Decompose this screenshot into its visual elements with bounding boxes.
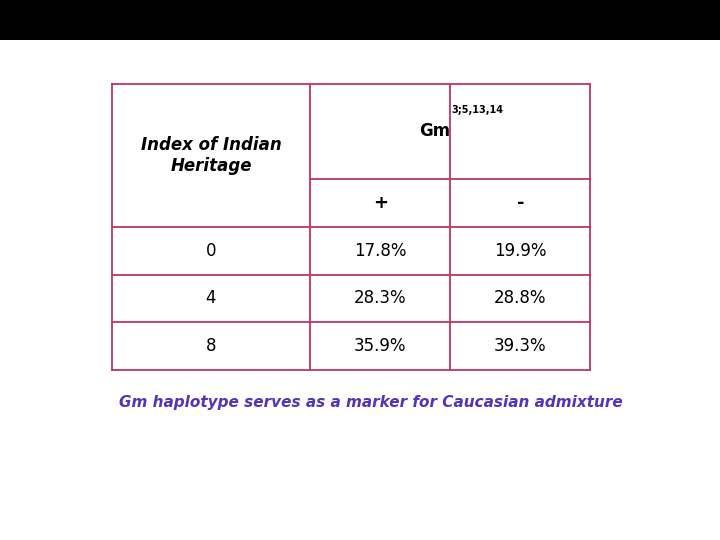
Text: 28.8%: 28.8% <box>494 289 546 307</box>
Text: Gm: Gm <box>419 123 450 140</box>
Text: 0: 0 <box>206 242 216 260</box>
Text: 19.9%: 19.9% <box>494 242 546 260</box>
Text: Gm haplotype serves as a marker for Caucasian admixture: Gm haplotype serves as a marker for Cauc… <box>119 395 623 410</box>
Text: -: - <box>516 194 524 212</box>
Text: 39.3%: 39.3% <box>494 337 546 355</box>
Text: 8: 8 <box>206 337 216 355</box>
Text: ADMIXTURE: (DIABETES IN AMERICAN INDIANS): ADMIXTURE: (DIABETES IN AMERICAN INDIANS… <box>13 10 534 30</box>
Text: 4: 4 <box>206 289 216 307</box>
Text: 17.8%: 17.8% <box>354 242 407 260</box>
Text: Index of Indian
Heritage: Index of Indian Heritage <box>140 136 282 174</box>
Text: 35.9%: 35.9% <box>354 337 407 355</box>
Text: 28.3%: 28.3% <box>354 289 407 307</box>
Text: 3;5,13,14: 3;5,13,14 <box>451 105 503 116</box>
Text: +: + <box>373 194 387 212</box>
